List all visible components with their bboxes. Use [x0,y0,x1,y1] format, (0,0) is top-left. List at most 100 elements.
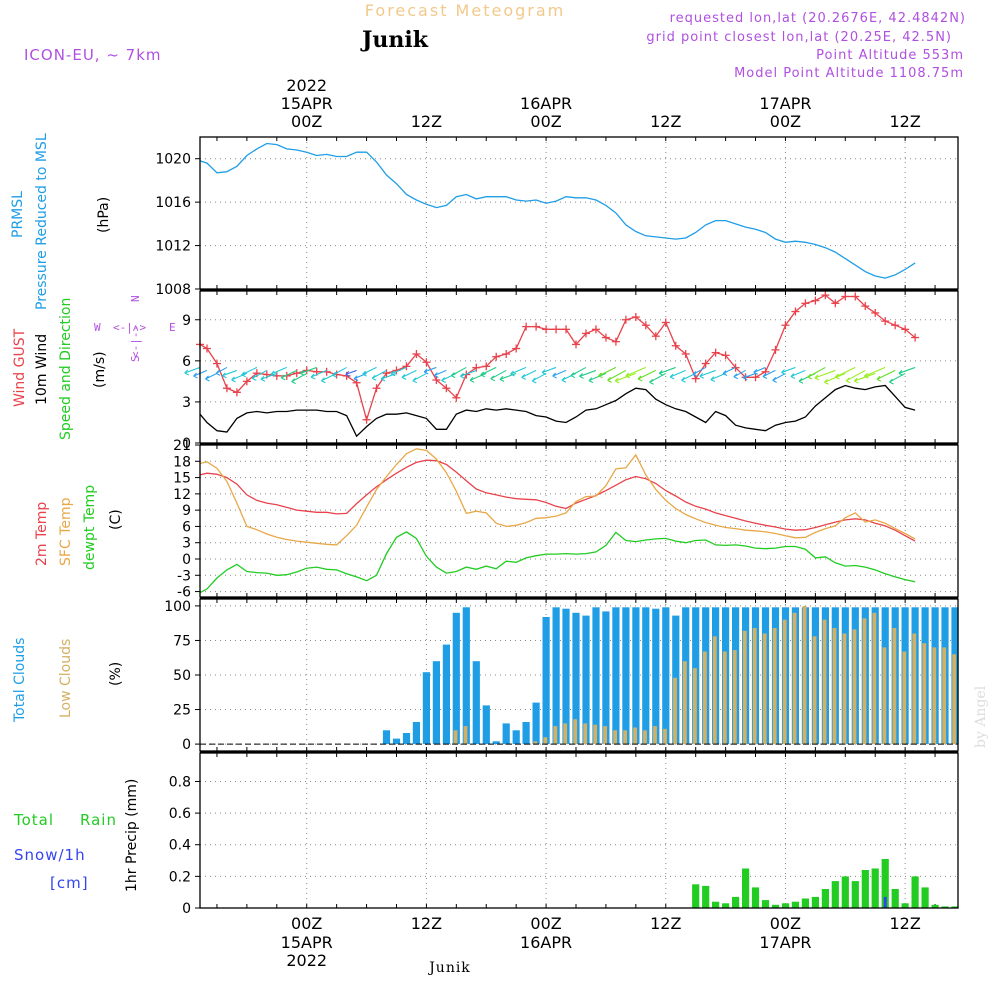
wind-arrow [184,366,201,376]
bar-total-clouds [392,738,401,745]
y-tick-label: 3 [182,536,191,552]
wind-arrow [499,372,517,382]
gust-marker [572,340,581,349]
gust-marker [781,321,790,330]
pressure-unit: (hPa) [96,197,112,233]
bar-low-clouds [892,628,897,745]
bar-total-clouds [562,608,570,745]
gust-marker [552,325,561,334]
bar-total-rain [871,868,879,908]
bar-low-clouds [852,629,857,745]
wind-arrow [205,372,218,382]
gust-marker [232,388,241,397]
gust-marker [671,341,680,350]
bar-total-clouds [502,723,510,745]
bar-low-clouds [932,647,937,745]
bar-total-clouds [472,661,480,745]
y-tick-label: 3 [182,395,191,411]
wind-arrow [300,366,317,376]
forecast-title: Forecast Meteogram [365,1,565,20]
bar-total-clouds [542,617,550,745]
panel4-labels: Total Clouds Low Clouds (%) [12,638,124,723]
gust-marker [621,315,630,324]
bar-total-rain [821,889,829,908]
wind-arrow [742,372,756,381]
bar-total-clouds [452,612,460,745]
bar-low-clouds [573,719,578,745]
bar-low-clouds [762,633,767,744]
gust-marker [591,325,600,334]
wind-arrow [762,369,776,379]
wind-arrow [469,372,487,383]
bar-total-clouds [442,644,450,745]
y-tick-label: 12 [173,487,191,503]
bar-total-rain [891,889,899,908]
gust-marker [791,307,800,316]
bar-total-clouds [592,607,600,745]
y-tick-label: 9 [182,313,191,329]
bar-low-clouds [673,677,677,745]
rain-label: Rain [80,811,117,829]
bar-low-clouds [722,651,727,745]
top-time-label: 2022 [286,76,327,95]
gust-marker [581,329,590,338]
wind-arrow [607,369,627,383]
y-tick-label: 18 [173,454,191,470]
gust-marker [282,371,291,380]
bar-total-clouds [642,607,650,745]
gust-marker [512,344,521,353]
prmsl-label: PRMSL [10,191,26,238]
y-tick-label: 75 [173,633,191,649]
y-tick-label: 0.4 [169,838,191,854]
bar-low-clouds [693,668,697,745]
wind-arrow [807,366,826,380]
wind-arrow [863,366,886,379]
bar-total-clouds [432,661,440,745]
bottom-time-label: 12Z [411,914,442,933]
gust-marker [492,352,501,361]
bar-low-clouds [802,605,807,745]
bar-total-clouds [632,607,640,745]
wind-arrow [733,369,746,380]
gust-marker [721,351,730,360]
panel-4: 0 25 50 75 100 [164,598,959,753]
temp-sfc-label: SFC Temp [58,497,74,566]
bar-low-clouds [842,633,847,744]
bar-total-clouds [492,741,500,745]
gust-marker [651,332,660,341]
panel1-labels: PRMSL Pressure Reduced to MSL (hPa) [10,133,112,310]
temp-2m-label: 2m Temp [34,502,50,566]
precip-unit: 1hr Precip (mm) [124,779,140,892]
panel2-labels: Wind GUST 10m Wind Speed and Direction (… [12,295,176,440]
bar-total-rain [831,881,839,908]
panel-2-area [200,291,958,443]
bottom-time-label: 12Z [650,914,681,933]
wind-arrow [521,369,537,380]
wind-arrow [401,369,417,380]
snow-label: Snow/1h [14,846,86,864]
gust-marker [911,333,920,342]
gust-marker [372,384,381,393]
bar-total-rain [771,904,780,908]
gust-marker [891,321,900,330]
bar-total-rain [692,884,700,908]
wind-arrow [876,369,896,382]
bar-low-clouds [812,636,817,745]
wind-arrow [231,372,248,383]
y-tick-label: 1008 [155,282,191,298]
wind-arrow [669,369,686,380]
gust-marker [681,349,690,358]
top-time-label: 16APR [520,94,572,113]
panel5-labels: Total Rain Snow/1h [cm] 1hr Precip (mm) [13,779,140,892]
bar-total-rain [751,887,760,908]
temp-dewpt-label: dewpt Temp [82,485,98,570]
bar-low-clouds [832,628,837,745]
gust-marker [442,384,451,393]
wind-arrow [450,366,467,379]
y-tick-label: 0.2 [169,869,191,885]
gust-marker [562,325,571,334]
bar-low-clouds [613,730,617,745]
y-tick-label: 0 [182,901,191,917]
